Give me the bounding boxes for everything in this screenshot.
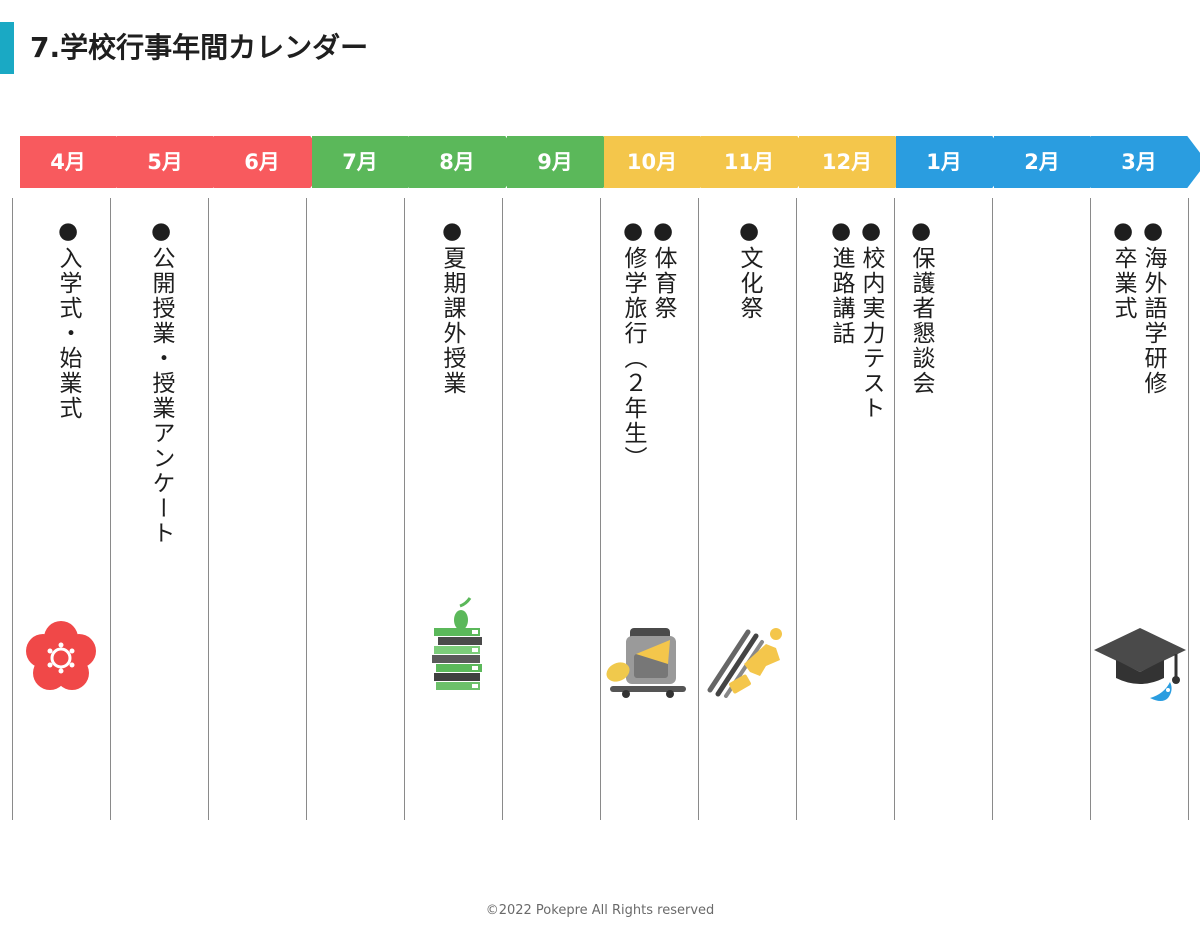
event-item: ●海外語学研修: [1140, 218, 1166, 396]
month-label: 10月: [626, 150, 678, 174]
month-september: 9月: [507, 136, 623, 188]
column-divider: [502, 198, 503, 820]
column-divider: [698, 198, 699, 820]
month-label: 8月: [439, 150, 475, 174]
column-divider: [1090, 198, 1091, 820]
month-january: 1月: [896, 136, 1012, 188]
month-label: 3月: [1121, 150, 1157, 174]
books-apple-icon: [428, 596, 488, 696]
paint-brushes-icon: [704, 624, 786, 698]
title-accent-bar: [0, 22, 14, 74]
events-may: ●公開授業・授業アンケート: [146, 218, 176, 618]
month-march: 3月: [1091, 136, 1200, 188]
month-june: 6月: [214, 136, 330, 188]
month-november: 11月: [701, 136, 817, 188]
events-january: ●保護者懇談会: [906, 218, 936, 618]
month-label: 12月: [821, 150, 873, 174]
month-label: 11月: [723, 150, 775, 174]
column-divider: [404, 198, 405, 820]
events-october: ●体育祭 ●修学旅行（２年生）: [618, 218, 678, 618]
event-item: ●校内実力テスト: [858, 218, 884, 421]
column-divider: [1188, 198, 1189, 820]
copyright-notice: ©2022 Pokepre All Rights reserved: [485, 903, 715, 918]
column-divider: [110, 198, 111, 820]
month-april: 4月: [20, 136, 136, 188]
column-divider: [600, 198, 601, 820]
event-item: ●修学旅行（２年生）: [620, 218, 646, 471]
month-august: 8月: [409, 136, 525, 188]
events-april: ●入学式・始業式: [53, 218, 83, 618]
column-divider: [12, 198, 13, 820]
event-item: ●夏期課外授業: [439, 218, 465, 396]
graduation-cap-icon: [1094, 626, 1186, 708]
column-divider: [306, 198, 307, 820]
month-october: 10月: [604, 136, 720, 188]
month-may: 5月: [117, 136, 233, 188]
month-header: 4月 5月 6月 7月 8月 9月 10月 11月 12月 1月 2月 3月: [0, 136, 1200, 188]
event-item: ●体育祭: [650, 218, 676, 321]
events-august: ●夏期課外授業: [437, 218, 467, 618]
column-divider: [208, 198, 209, 820]
event-item: ●進路講話: [828, 218, 854, 346]
events-march: ●海外語学研修 ●卒業式: [1108, 218, 1168, 618]
month-label: 4月: [50, 150, 86, 174]
month-label: 1月: [926, 150, 962, 174]
plum-blossom-icon: [22, 618, 100, 696]
month-february: 2月: [994, 136, 1110, 188]
event-item: ●公開授業・授業アンケート: [148, 218, 174, 546]
event-item: ●文化祭: [736, 218, 762, 321]
column-divider: [796, 198, 797, 820]
column-divider: [992, 198, 993, 820]
page-title: 7.学校行事年間カレンダー: [30, 31, 369, 64]
month-december: 12月: [799, 136, 915, 188]
month-label: 9月: [537, 150, 573, 174]
month-label: 2月: [1024, 150, 1060, 174]
month-label: 5月: [147, 150, 183, 174]
events-november: ●文化祭: [734, 218, 764, 618]
month-label: 7月: [342, 150, 378, 174]
event-item: ●保護者懇談会: [908, 218, 934, 396]
backpack-travel-icon: [604, 624, 692, 698]
event-item: ●卒業式: [1110, 218, 1136, 321]
month-july: 7月: [312, 136, 428, 188]
month-label: 6月: [244, 150, 280, 174]
event-item: ●入学式・始業式: [55, 218, 81, 421]
column-divider: [894, 198, 895, 820]
events-december: ●校内実力テスト ●進路講話: [826, 218, 886, 618]
